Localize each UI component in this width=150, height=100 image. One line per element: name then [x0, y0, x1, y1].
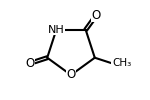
Text: NH: NH — [48, 25, 65, 35]
Text: O: O — [92, 9, 101, 22]
Text: O: O — [26, 57, 35, 70]
Text: CH₃: CH₃ — [112, 58, 131, 68]
Text: O: O — [66, 68, 76, 81]
